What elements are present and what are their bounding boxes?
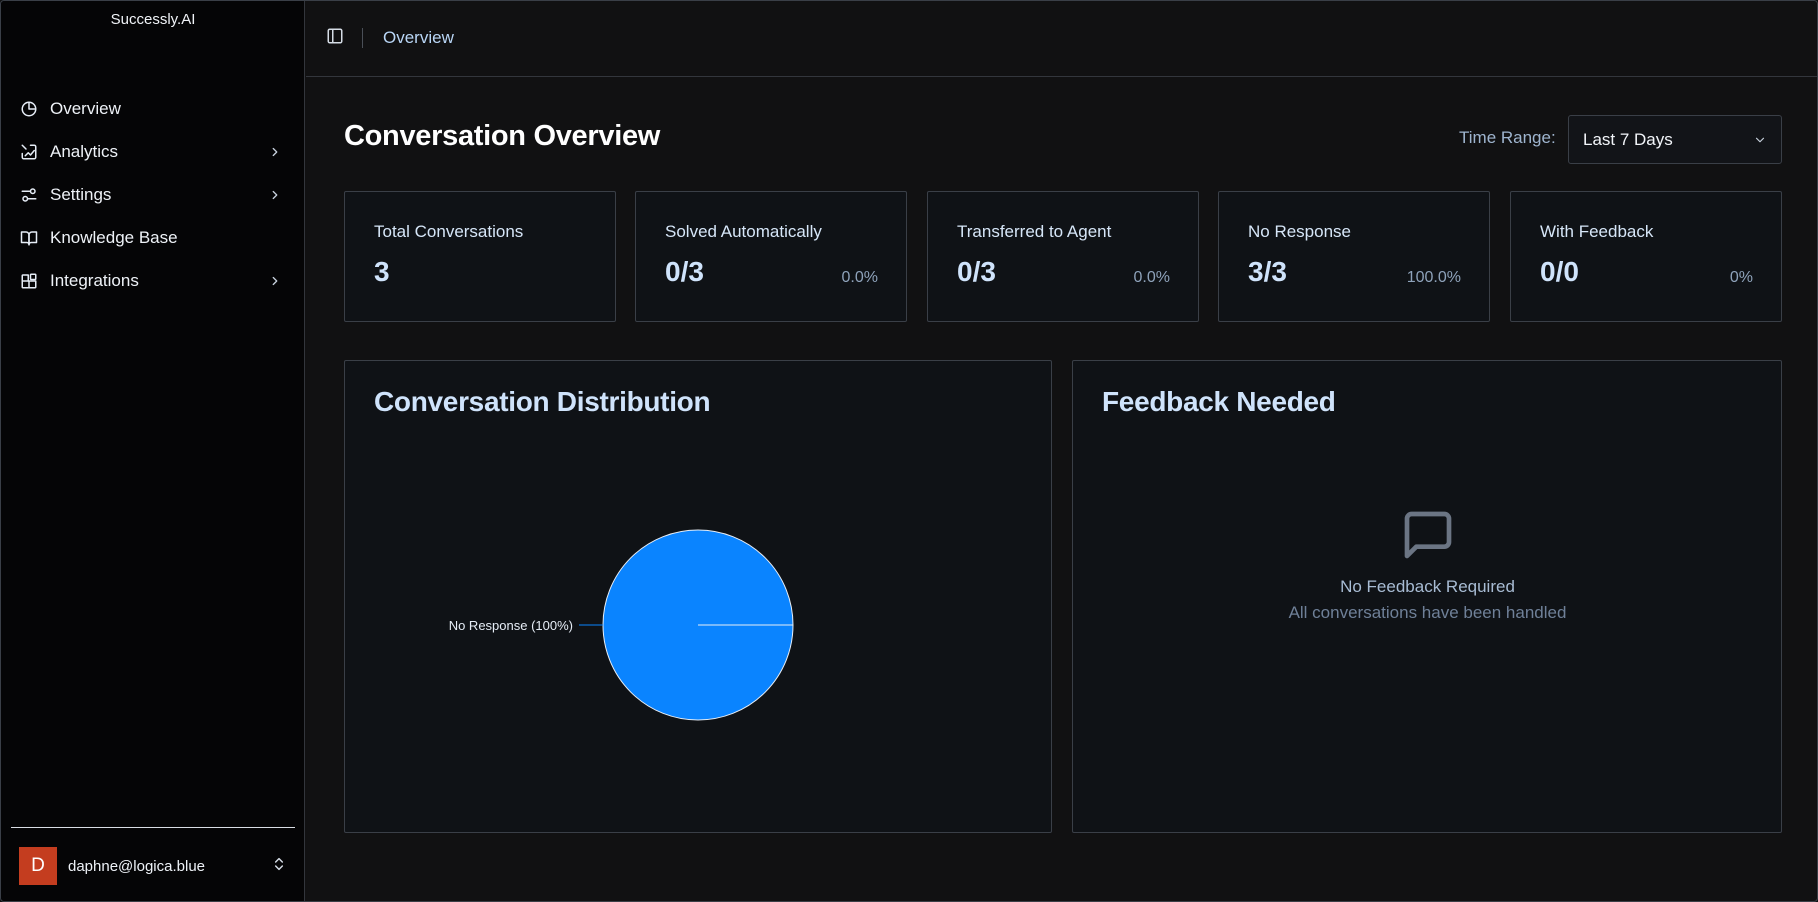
chevrons-up-down-icon[interactable] — [271, 856, 287, 877]
stat-percent: 0.0% — [841, 269, 878, 286]
stat-value: 0/0 — [1540, 256, 1579, 287]
book-open-icon — [19, 228, 39, 248]
sidebar-item-overview[interactable]: Overview — [11, 87, 297, 130]
stat-value: 0/3 — [957, 256, 996, 287]
sidebar-toggle-icon[interactable] — [326, 27, 346, 47]
user-email: daphne@logica.blue — [68, 857, 205, 875]
pie-chart-icon — [19, 99, 39, 119]
time-range-label: Time Range: — [1459, 128, 1556, 147]
stat-card-total-conversations: Total Conversations 3 — [344, 191, 616, 322]
stat-percent: 0.0% — [1133, 269, 1170, 286]
feedback-panel: Feedback Needed No Feedback Required All… — [1072, 360, 1782, 833]
brand-name: Successly.AI — [110, 11, 196, 28]
stat-value: 3/3 — [1248, 256, 1287, 287]
stat-card-with-feedback: With Feedback 0/0 0% — [1510, 191, 1782, 322]
blocks-icon — [19, 271, 39, 291]
sidebar-item-analytics[interactable]: Analytics — [11, 130, 297, 173]
sidebar-item-settings[interactable]: Settings — [11, 173, 297, 216]
pie-chart: No Response (100%) — [449, 529, 794, 721]
sidebar-item-label: Integrations — [50, 270, 139, 290]
stat-card-transferred-to-agent: Transferred to Agent 0/3 0.0% — [927, 191, 1199, 322]
sidebar-item-label: Settings — [50, 184, 112, 204]
stat-title: Total Conversations — [374, 222, 524, 241]
sidebar-item-knowledge-base[interactable]: Knowledge Base — [11, 216, 297, 259]
breadcrumb[interactable]: Overview — [383, 28, 454, 47]
stat-percent: 100.0% — [1406, 269, 1461, 286]
feedback-title: Feedback Needed — [1102, 386, 1336, 417]
avatar: D — [19, 847, 57, 885]
sidebar-item-integrations[interactable]: Integrations — [11, 259, 297, 302]
message-square-icon — [1400, 507, 1456, 563]
top-header: Overview — [306, 1, 1817, 77]
sliders-icon — [19, 185, 39, 205]
stat-percent: 0% — [1729, 269, 1753, 286]
chevron-down-icon — [1755, 137, 1765, 142]
stat-title: With Feedback — [1540, 222, 1654, 241]
time-range-select[interactable]: Last 7 Days — [1568, 115, 1782, 164]
chevron-right-icon — [267, 144, 283, 160]
stat-card-no-response: No Response 3/3 100.0% — [1218, 191, 1490, 322]
distribution-panel: Conversation Distribution No Response (1… — [344, 360, 1052, 833]
sidebar-nav: Overview Analytics Settings — [11, 87, 297, 302]
pie-slice-label: No Response (100%) — [449, 618, 573, 633]
sidebar-item-label: Knowledge Base — [50, 227, 178, 247]
stat-title: Solved Automatically — [665, 222, 822, 241]
header-separator — [362, 28, 363, 48]
feedback-empty-state: No Feedback Required All conversations h… — [1073, 507, 1782, 623]
stat-title: Transferred to Agent — [957, 222, 1112, 241]
sidebar-item-label: Overview — [50, 98, 121, 118]
chevron-right-icon — [267, 273, 283, 289]
sidebar-divider — [11, 827, 295, 828]
sidebar-item-label: Analytics — [50, 141, 119, 161]
stat-title: No Response — [1248, 222, 1352, 241]
stat-value: 3 — [374, 256, 390, 287]
analytics-icon — [19, 142, 39, 162]
feedback-empty-subtitle: All conversations have been handled — [1288, 603, 1567, 622]
chevron-right-icon — [267, 187, 283, 203]
sidebar: Successly.AI Overview Analytics — [1, 1, 305, 901]
page-title: Conversation Overview — [344, 120, 661, 152]
stat-card-solved-automatically: Solved Automatically 0/3 0.0% — [635, 191, 907, 322]
feedback-empty-title: No Feedback Required — [1340, 577, 1515, 596]
user-menu[interactable]: D daphne@logica.blue — [19, 847, 287, 885]
distribution-title: Conversation Distribution — [374, 386, 711, 417]
stat-value: 0/3 — [665, 256, 704, 287]
time-range-value: Last 7 Days — [1583, 129, 1673, 149]
